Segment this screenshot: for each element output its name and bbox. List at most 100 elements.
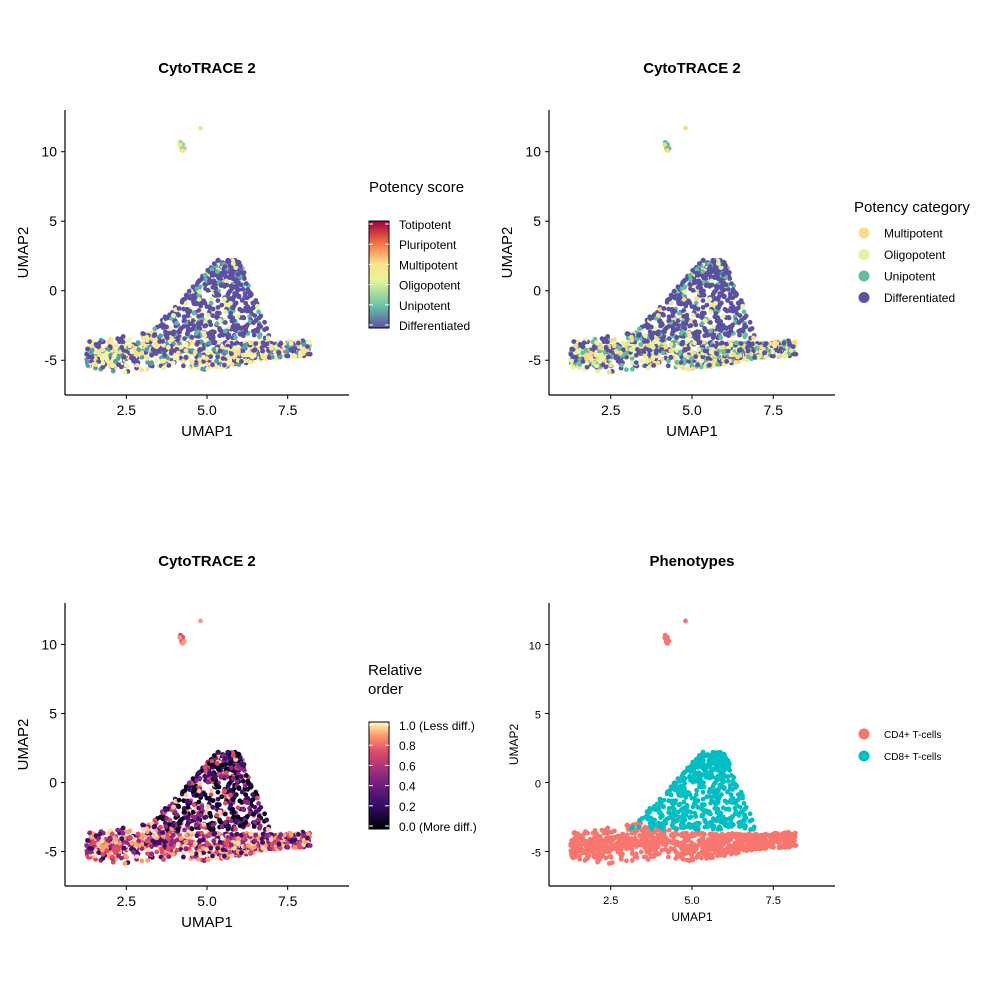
data-point [262, 319, 267, 325]
data-point [240, 287, 246, 292]
data-point [648, 316, 653, 321]
data-point [597, 359, 603, 364]
data-point [163, 347, 168, 353]
data-point [210, 822, 216, 828]
data-point [182, 827, 187, 833]
colorbar-label: 1.0 (Less diff.) [399, 719, 475, 733]
data-point [763, 341, 769, 346]
data-point [229, 842, 234, 848]
data-point [710, 292, 716, 297]
data-point [264, 817, 270, 823]
data-point [611, 343, 617, 349]
data-point [256, 315, 262, 321]
legend-title: order [368, 681, 403, 698]
data-point [171, 313, 176, 318]
data-point [697, 261, 702, 266]
data-point [655, 331, 661, 337]
data-point [198, 321, 204, 327]
data-point [183, 348, 189, 353]
data-point [110, 363, 115, 369]
data-point [223, 820, 228, 825]
data-point [223, 840, 229, 846]
data-point [718, 335, 724, 341]
data-point [186, 295, 192, 300]
data-point [301, 342, 307, 347]
data-point [125, 338, 130, 344]
data-point [189, 826, 195, 832]
data-point [714, 273, 719, 279]
data-point [697, 339, 703, 345]
data-point [686, 330, 692, 336]
data-point [300, 338, 306, 344]
data-point [209, 296, 214, 301]
data-point [695, 331, 701, 336]
data-point [244, 799, 250, 805]
x-axis-label: UMAP1 [181, 423, 233, 440]
data-point [230, 776, 236, 782]
data-point [608, 362, 613, 368]
data-point [219, 302, 225, 308]
data-point [152, 326, 158, 332]
legend-title: Potency category [854, 199, 970, 216]
data-point [189, 851, 195, 856]
data-point [160, 338, 166, 344]
data-point [113, 850, 118, 855]
data-point [307, 843, 313, 848]
data-point [229, 362, 235, 367]
data-point [253, 298, 259, 303]
data-point [679, 301, 685, 306]
y-tick-label: 5 [533, 213, 541, 229]
data-point [151, 333, 157, 338]
data-point [243, 328, 249, 334]
data-point [715, 261, 721, 266]
data-point [721, 294, 727, 300]
data-point [174, 812, 180, 817]
data-point [731, 352, 736, 357]
legend-title: Potency score [369, 179, 464, 196]
data-point [181, 854, 186, 860]
data-point [665, 148, 670, 154]
data-point [115, 336, 120, 342]
data-point [702, 327, 708, 333]
data-point [700, 298, 706, 303]
chart-panel-2: CytoTRACE 22.5 5.0 7.5-50510UMAP1UMAP2Pote… [499, 60, 970, 440]
data-point [629, 858, 635, 863]
data-point [193, 330, 199, 336]
data-point [205, 779, 211, 785]
data-point [201, 346, 206, 351]
data-point [284, 840, 290, 846]
data-point [708, 320, 713, 325]
data-point [205, 366, 211, 372]
data-point [213, 364, 219, 370]
data-point [212, 339, 218, 345]
data-point [660, 335, 666, 341]
data-point [249, 845, 255, 851]
data-point [219, 332, 225, 338]
data-point [122, 369, 128, 375]
data-point [100, 851, 106, 857]
legend-swatch [858, 227, 870, 239]
data-point [202, 281, 208, 287]
data-point [712, 358, 718, 364]
data-point [235, 344, 241, 350]
data-point [255, 795, 260, 801]
data-point [704, 332, 710, 338]
data-point [222, 362, 227, 368]
data-point [644, 358, 650, 364]
data-point [650, 345, 656, 350]
data-point [123, 853, 129, 859]
data-point [140, 341, 146, 346]
data-point [104, 842, 109, 847]
data-point [237, 798, 243, 804]
data-point [197, 360, 203, 366]
data-point [251, 824, 257, 829]
data-point [663, 344, 669, 350]
data-point [285, 845, 291, 850]
data-point [104, 350, 109, 356]
y-axis-label: UMAP2 [15, 719, 32, 771]
scatter-points [568, 618, 799, 866]
data-point [694, 296, 699, 301]
data-point [606, 369, 612, 375]
